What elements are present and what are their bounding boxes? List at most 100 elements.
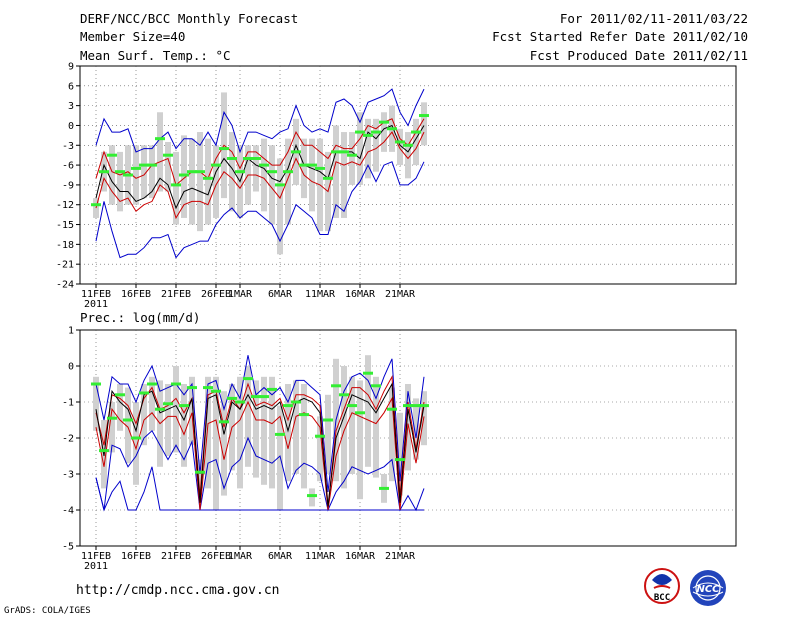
temp-range-box — [165, 141, 171, 192]
temp-range-box — [397, 128, 403, 166]
prec-range-box — [261, 376, 267, 485]
ncc-logo: NCC — [690, 570, 726, 606]
prec-ytick-label: 1 — [68, 326, 74, 337]
temp-q75-line — [95, 118, 425, 186]
prec-range-box — [165, 384, 171, 456]
prec-q75-line — [95, 375, 425, 507]
temp-range-box — [197, 132, 203, 232]
prec-xtick-label: 16FEB — [121, 551, 151, 562]
bcc-logo-text: BCC — [654, 593, 670, 603]
prec-range-box — [349, 376, 355, 474]
bcc-logo: BCC — [644, 568, 680, 604]
temp-xtick-label: 26FEB — [201, 289, 231, 300]
prec-ytick-label: -1 — [62, 398, 74, 409]
produced-date-text: Fcst Produced Date 2011/02/11 — [530, 48, 748, 63]
prec-range-box — [357, 380, 363, 500]
temp-year-label: 2011 — [84, 299, 108, 310]
temp-range-box — [365, 118, 371, 179]
temp-xtick-label: 11FEB — [81, 289, 111, 300]
prec-ytick-label: -3 — [62, 470, 74, 481]
prec-range-box — [133, 402, 139, 485]
temp-range-box — [333, 125, 339, 218]
ncc-logo-text: NCC — [696, 584, 720, 595]
prec-range-box — [141, 384, 147, 446]
member-size-text: Member Size=40 — [80, 29, 185, 44]
temp-xtick-label: 6MAR — [268, 289, 293, 300]
prec-q25-line — [95, 396, 425, 511]
temp-xtick-label: 1MAR — [228, 289, 253, 300]
prec-ytick-label: -2 — [62, 434, 74, 445]
prec-xtick-label: 16MAR — [345, 551, 376, 562]
temp-xtick-label: 16MAR — [345, 289, 376, 300]
temp-range-box — [285, 138, 291, 225]
prec-range-box — [309, 488, 315, 507]
temp-xtick-label: 21MAR — [385, 289, 416, 300]
prec-range-box — [221, 391, 227, 496]
prec-xtick-label: 21FEB — [161, 551, 191, 562]
temp-range-box — [157, 112, 163, 192]
temp-ytick-label: -12 — [56, 200, 74, 211]
prec-xtick-label: 6MAR — [268, 551, 293, 562]
prec-range-box — [293, 380, 299, 474]
prec-range-box — [245, 366, 251, 467]
source-url[interactable]: http://cmdp.ncc.cma.gov.cn — [76, 583, 280, 598]
temp-ytick-label: 6 — [68, 81, 74, 92]
temp-range-box — [173, 151, 179, 225]
prec-range-box — [117, 384, 123, 431]
temp-range-box — [357, 112, 363, 185]
temp-range-box — [261, 138, 267, 212]
temp-ytick-label: -18 — [56, 240, 74, 251]
temp-range-box — [269, 145, 275, 225]
temp-range-box — [205, 138, 211, 225]
prec-min-line — [95, 430, 425, 512]
temp-range-box — [405, 132, 411, 179]
temp-range-box — [93, 198, 99, 218]
prec-range-box — [213, 376, 219, 510]
prec-range-box — [317, 416, 323, 482]
prec-range-box — [173, 366, 179, 453]
prec-range-box — [125, 387, 131, 464]
prec-ctrl-line — [95, 382, 425, 507]
temp-ytick-label: 9 — [68, 62, 74, 73]
prec-range-box — [269, 376, 275, 489]
prec-ytick-label: -5 — [62, 542, 74, 553]
title-text: DERF/NCC/BCC Monthly Forecast — [80, 11, 298, 26]
prec-range-box — [205, 376, 211, 489]
prec-year-label: 2011 — [84, 561, 108, 572]
temp-range-box — [309, 138, 315, 212]
temp-range-box — [229, 132, 235, 212]
prec-range-box — [253, 380, 259, 478]
refer-date-text: Fcst Started Refer Date 2011/02/10 — [492, 29, 748, 44]
prec-range-box — [93, 376, 99, 431]
prec-range-box — [301, 384, 307, 489]
temperature-panel: 9 6 3 0 -3 -6 -9 -12 -15 -18 -21 -24 11FEB 16FEB 21FEB… — [56, 62, 737, 310]
temp-panel-title: Mean Surf. Temp.: °C — [80, 48, 231, 63]
prec-min-floor-line — [95, 466, 424, 512]
prec-range-box — [389, 387, 395, 482]
prec-range-box — [181, 384, 187, 467]
temp-ytick-label: -21 — [56, 260, 74, 271]
temp-ytick-label: -9 — [62, 180, 74, 191]
prec-ytick-label: -4 — [62, 506, 74, 517]
prec-range-box — [365, 355, 371, 467]
prec-range-box — [189, 376, 195, 446]
temp-xtick-label: 11MAR — [305, 289, 336, 300]
temp-min-line — [95, 161, 425, 259]
grads-credit: GrADS: COLA/IGES — [4, 606, 91, 616]
temp-ytick-label: 0 — [68, 121, 74, 132]
temp-ytick-label: -6 — [62, 161, 74, 172]
prec-xtick-label: 1MAR — [228, 551, 253, 562]
temp-ytick-label: 3 — [68, 101, 74, 112]
temp-range-box — [277, 158, 283, 255]
temp-range-box — [189, 138, 195, 225]
prec-xtick-label: 11MAR — [305, 551, 336, 562]
temp-ytick-label: -3 — [62, 141, 74, 152]
temp-range-box — [413, 118, 419, 166]
period-text: For 2011/02/11-2011/03/22 — [560, 11, 748, 26]
prec-range-box — [237, 376, 243, 489]
prec-max-line — [95, 355, 425, 493]
temp-range-box — [421, 102, 427, 146]
temp-xtick-label: 16FEB — [121, 289, 151, 300]
prec-panel-title: Prec.: log(mm/d) — [80, 310, 200, 325]
